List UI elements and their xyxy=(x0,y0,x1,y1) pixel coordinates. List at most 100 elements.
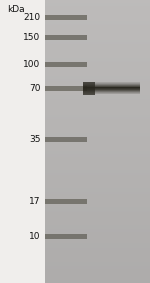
Text: 150: 150 xyxy=(23,33,40,42)
Bar xyxy=(45,133,150,134)
Bar xyxy=(45,78,150,79)
Bar xyxy=(45,242,150,243)
Bar xyxy=(45,282,150,283)
Bar xyxy=(45,228,150,229)
Bar xyxy=(45,267,150,269)
Bar xyxy=(45,149,150,150)
Bar xyxy=(45,45,150,47)
Bar xyxy=(45,28,150,30)
Bar xyxy=(45,61,150,62)
Bar xyxy=(45,82,150,83)
Bar xyxy=(45,98,150,99)
Bar xyxy=(45,260,150,262)
Bar xyxy=(45,75,150,76)
Bar xyxy=(45,275,150,276)
Bar xyxy=(45,132,150,133)
Bar xyxy=(45,108,150,109)
Bar xyxy=(45,160,150,161)
Bar xyxy=(45,175,150,177)
Bar xyxy=(45,41,150,42)
Bar xyxy=(45,14,150,16)
Bar xyxy=(45,154,150,156)
Bar xyxy=(45,42,150,44)
Bar xyxy=(45,129,150,130)
Bar xyxy=(45,241,150,242)
Bar xyxy=(45,266,150,267)
Bar xyxy=(45,115,150,116)
Bar xyxy=(45,168,150,170)
Bar xyxy=(45,71,150,72)
Bar xyxy=(45,10,150,11)
Bar xyxy=(45,273,150,275)
Bar xyxy=(45,248,150,249)
Bar xyxy=(45,65,150,67)
Bar xyxy=(45,229,150,231)
Bar xyxy=(45,103,150,105)
Bar xyxy=(45,201,150,202)
Bar xyxy=(45,55,150,57)
Bar xyxy=(45,158,150,160)
Bar xyxy=(45,157,150,158)
Bar xyxy=(45,207,150,208)
Bar xyxy=(45,161,150,163)
Bar xyxy=(45,279,150,280)
Bar xyxy=(45,89,150,91)
Bar xyxy=(45,173,150,174)
Bar xyxy=(45,27,150,28)
Bar xyxy=(45,51,150,52)
Bar xyxy=(45,198,150,200)
Bar xyxy=(45,76,150,78)
Bar xyxy=(45,181,150,183)
Bar xyxy=(45,15,87,20)
Bar xyxy=(45,195,150,197)
Bar xyxy=(45,164,150,166)
Bar xyxy=(45,156,150,157)
Bar xyxy=(45,208,150,209)
Bar xyxy=(45,280,150,282)
Bar xyxy=(45,25,150,27)
Bar xyxy=(45,139,150,140)
Bar xyxy=(45,34,150,35)
Bar xyxy=(45,177,150,178)
Bar xyxy=(45,109,150,110)
Bar xyxy=(45,16,150,17)
Bar xyxy=(45,134,150,136)
Bar xyxy=(45,163,150,164)
Bar xyxy=(45,277,150,279)
Bar xyxy=(45,100,150,102)
Bar xyxy=(45,79,150,81)
Bar xyxy=(45,269,150,270)
Bar xyxy=(45,137,87,142)
Text: 210: 210 xyxy=(23,13,40,22)
Bar xyxy=(45,62,87,67)
Bar xyxy=(45,3,150,4)
Bar xyxy=(45,31,150,33)
Bar xyxy=(45,123,150,125)
Bar xyxy=(45,11,150,13)
Bar xyxy=(45,276,150,277)
Bar xyxy=(45,54,150,55)
Bar xyxy=(45,81,150,82)
Bar xyxy=(45,99,150,100)
Bar xyxy=(45,47,150,48)
Bar xyxy=(45,30,150,31)
Bar xyxy=(0,0,45,283)
Bar xyxy=(45,238,150,239)
Bar xyxy=(45,214,150,215)
Bar xyxy=(45,263,150,265)
Bar xyxy=(45,38,150,40)
Bar xyxy=(45,7,150,8)
Bar xyxy=(45,190,150,191)
Bar xyxy=(45,6,150,7)
Bar xyxy=(45,24,150,25)
Bar xyxy=(45,245,150,246)
Bar xyxy=(45,110,150,112)
Text: 35: 35 xyxy=(29,135,40,144)
Bar xyxy=(45,88,150,89)
Bar xyxy=(45,253,150,255)
Bar xyxy=(45,48,150,50)
Bar xyxy=(45,8,150,10)
Bar xyxy=(45,86,87,91)
Bar xyxy=(45,232,150,233)
Bar xyxy=(45,130,150,132)
